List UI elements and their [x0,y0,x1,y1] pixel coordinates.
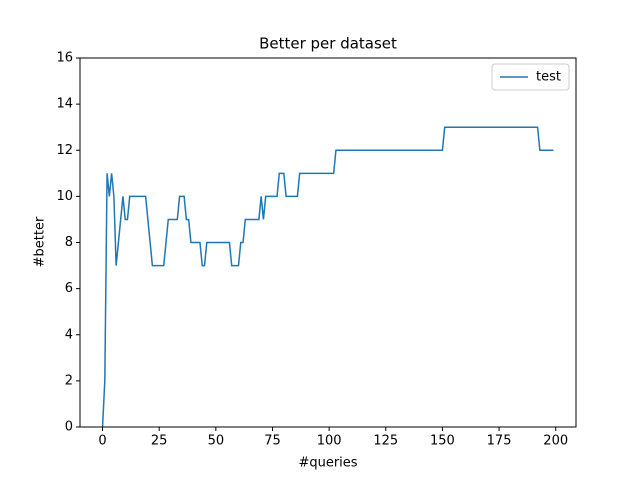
y-tick-label: 10 [56,189,73,204]
y-tick-label: 0 [65,420,73,435]
x-tick-label: 0 [98,434,106,449]
y-tick-label: 4 [65,327,73,342]
y-tick-label: 16 [56,51,73,66]
y-tick-label: 14 [56,97,73,112]
line [101,126,554,428]
x-tick-label: 125 [373,434,398,449]
legend-box [491,63,570,91]
plot-frame [79,57,577,428]
y-tick-label: 8 [65,235,73,250]
y-tick-label: 12 [56,143,73,158]
x-tick-label: 150 [430,434,455,449]
x-tick-label: 75 [264,434,281,449]
x-tick-label: 100 [317,434,342,449]
y-tick-label: 6 [65,281,73,296]
x-tick-label: 175 [487,434,512,449]
x-tick-label: 25 [151,434,168,449]
y-tick-label: 2 [65,373,73,388]
x-tick-label: 50 [208,434,225,449]
x-axis-label: #queries [298,456,357,471]
y-axis-label: #better [33,216,48,267]
chart-title: Better per dataset [259,35,397,53]
legend-label: test [536,70,561,85]
x-tick-label: 200 [543,434,568,449]
